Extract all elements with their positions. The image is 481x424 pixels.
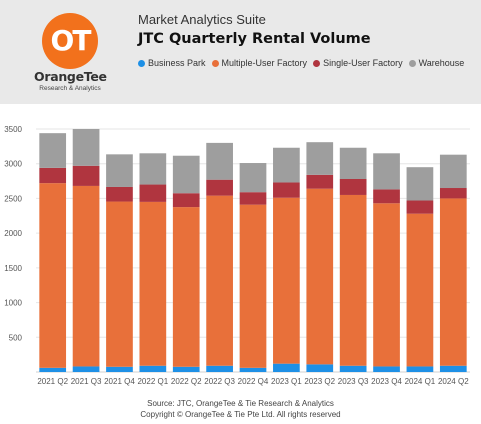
legend-dot-business-park [138, 59, 145, 67]
bar-multiple-user-factory [206, 195, 233, 366]
legend-label-single-user-factory: Single-User Factory [323, 58, 403, 68]
bar-business-park [339, 365, 367, 372]
legend-label-warehouse: Warehouse [418, 58, 465, 68]
bar-single-user-factory [172, 193, 200, 208]
y-tick-label: 1500 [4, 264, 22, 273]
y-tick-label: 500 [9, 333, 23, 342]
x-tick-label: 2023 Q3 [338, 377, 369, 386]
bar-warehouse [439, 154, 467, 189]
bar-warehouse [172, 155, 200, 194]
legend-item-warehouse: Warehouse [408, 58, 465, 68]
bar-single-user-factory [439, 188, 467, 199]
bar-single-user-factory [239, 192, 267, 205]
copyright-note: Copyright © OrangeTee & Tie Pte Ltd. All… [140, 410, 341, 419]
bar-multiple-user-factory [106, 201, 133, 367]
bar-business-park [106, 366, 133, 372]
x-tick-label: 2021 Q4 [104, 377, 135, 386]
y-tick-label: 3000 [4, 160, 22, 169]
chart-legend: Business Park Multiple-User Factory Sing… [138, 58, 470, 68]
bar-business-park [439, 365, 467, 372]
bar-warehouse [273, 147, 300, 183]
x-tick-label: 2024 Q2 [438, 377, 469, 386]
bar-warehouse [206, 142, 233, 180]
bar-warehouse [306, 142, 334, 175]
bar-multiple-user-factory [239, 204, 267, 368]
x-tick-label: 2023 Q1 [271, 377, 302, 386]
y-tick-label: 2500 [4, 194, 22, 203]
bar-multiple-user-factory [273, 197, 300, 364]
bar-single-user-factory [72, 165, 100, 186]
x-tick-label: 2022 Q2 [171, 377, 202, 386]
y-tick-label: 1000 [4, 299, 22, 308]
bar-multiple-user-factory [306, 188, 334, 365]
bar-business-park [39, 367, 67, 372]
y-tick-label: 2000 [4, 229, 22, 238]
bar-multiple-user-factory [139, 201, 167, 366]
bar-single-user-factory [273, 182, 300, 198]
x-tick-label: 2022 Q4 [238, 377, 269, 386]
bar-business-park [239, 367, 267, 372]
x-tick-label: 2021 Q3 [71, 377, 102, 386]
legend-dot-single-user-factory [313, 59, 321, 67]
bar-single-user-factory [139, 184, 167, 202]
bar-multiple-user-factory [373, 203, 400, 367]
bar-single-user-factory [39, 167, 67, 184]
bar-multiple-user-factory [39, 183, 67, 368]
bar-warehouse [39, 133, 67, 168]
bar-single-user-factory [373, 189, 400, 204]
chart-title: JTC Quarterly Rental Volume [138, 31, 371, 47]
suite-name: Market Analytics Suite [138, 12, 266, 27]
x-tick-label: 2023 Q2 [304, 377, 335, 386]
legend-item-business-park: Business Park [138, 58, 206, 68]
bar-multiple-user-factory [406, 213, 434, 367]
legend-dot-warehouse [408, 59, 416, 67]
bar-warehouse [339, 147, 367, 179]
bar-multiple-user-factory [339, 194, 367, 366]
legend-label-business-park: Business Park [148, 58, 206, 68]
bar-business-park [273, 363, 300, 372]
bar-multiple-user-factory [72, 185, 100, 367]
bar-multiple-user-factory [172, 207, 200, 367]
bar-warehouse [72, 129, 100, 166]
bar-single-user-factory [406, 200, 434, 214]
x-tick-label: 2022 Q1 [137, 377, 168, 386]
logo-ot-icon: OT [50, 24, 92, 57]
bar-warehouse [239, 163, 267, 193]
x-tick-label: 2024 Q1 [405, 377, 436, 386]
bar-warehouse [106, 154, 133, 187]
bar-warehouse [373, 153, 400, 190]
x-tick-label: 2022 Q3 [204, 377, 235, 386]
bar-multiple-user-factory [439, 198, 467, 366]
bar-single-user-factory [206, 179, 233, 196]
legend-label-multiple-user-factory: Multiple-User Factory [221, 58, 308, 68]
y-tick-label: 3500 [4, 125, 22, 134]
bar-single-user-factory [339, 178, 367, 195]
legend-item-multiple-user-factory: Multiple-User Factory [211, 58, 308, 68]
bar-business-park [306, 364, 334, 372]
x-tick-label: 2023 Q4 [371, 377, 402, 386]
logo-wordmark: OrangeTee [34, 69, 107, 84]
bar-business-park [373, 366, 400, 372]
bar-business-park [406, 366, 434, 372]
bar-single-user-factory [306, 174, 334, 189]
bar-business-park [72, 366, 100, 372]
bar-single-user-factory [106, 186, 133, 202]
header-banner: OT OrangeTee Research & Analytics Market… [0, 0, 481, 104]
x-tick-label: 2021 Q2 [37, 377, 68, 386]
legend-dot-multiple-user-factory [211, 59, 219, 67]
brand-logo: OT [42, 13, 98, 69]
bar-business-park [206, 365, 233, 372]
bar-business-park [139, 365, 167, 372]
legend-item-single-user-factory: Single-User Factory [313, 58, 403, 68]
source-note: Source: JTC, OrangeTee & Tie Research & … [147, 399, 334, 408]
bar-warehouse [406, 167, 434, 201]
bar-warehouse [139, 153, 167, 185]
bar-business-park [172, 366, 200, 372]
logo-tagline: Research & Analytics [39, 85, 101, 92]
